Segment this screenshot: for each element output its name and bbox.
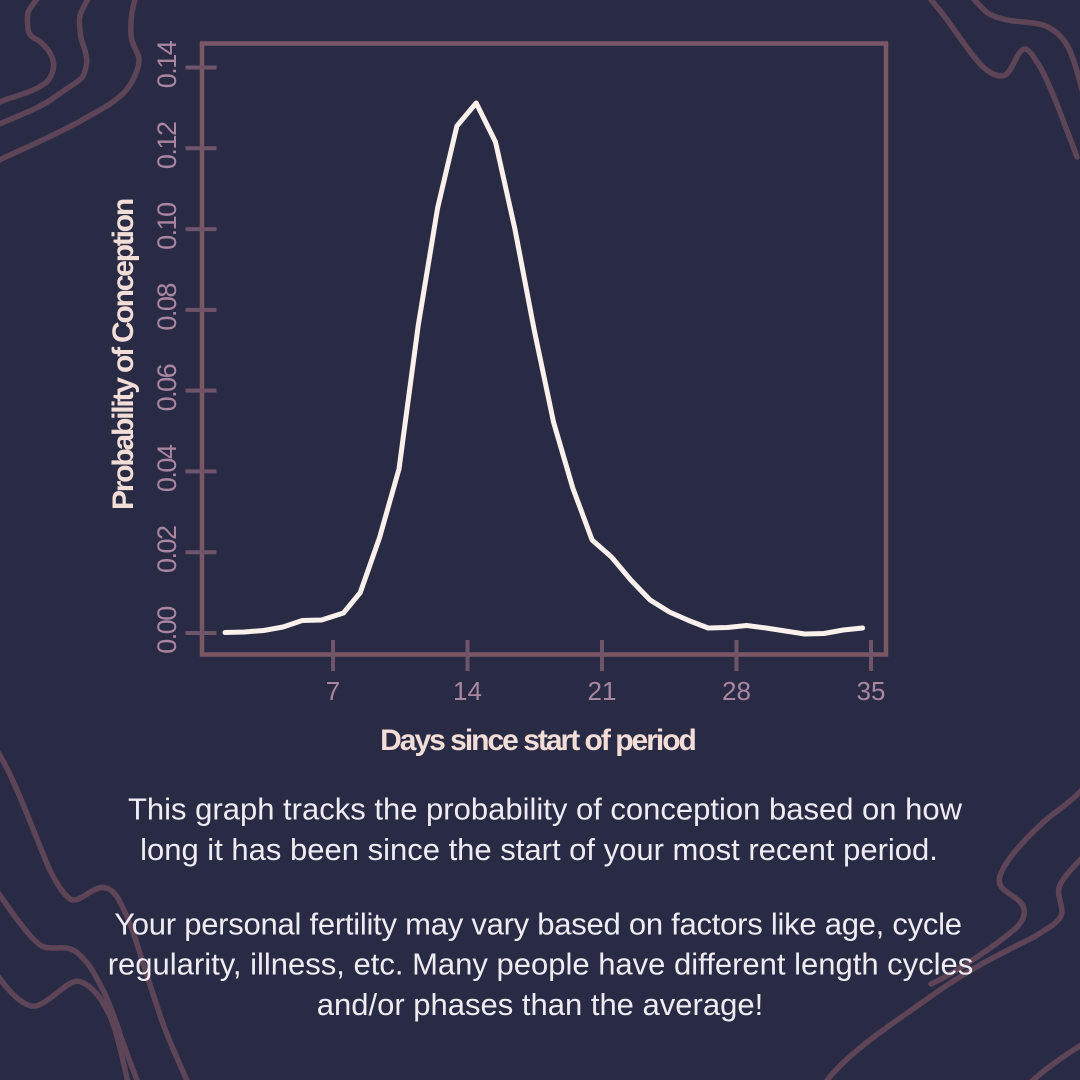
svg-text:0.14: 0.14 — [152, 40, 182, 88]
svg-text:14: 14 — [453, 676, 482, 706]
svg-text:0.00: 0.00 — [152, 607, 182, 654]
svg-text:This graph tracks the probabil: This graph tracks the probability of con… — [128, 792, 963, 827]
svg-text:and/or phases than the average: and/or phases than the average! — [317, 987, 763, 1022]
svg-text:regularity, illness, etc. Many: regularity, illness, etc. Many people ha… — [108, 947, 974, 982]
svg-text:Days since start of period: Days since start of period — [380, 724, 695, 757]
svg-text:Your personal fertility may va: Your personal fertility may vary based o… — [114, 906, 962, 941]
svg-text:0.02: 0.02 — [152, 526, 182, 573]
svg-text:Probability of Conception: Probability of Conception — [107, 199, 140, 510]
svg-text:7: 7 — [326, 676, 340, 706]
svg-text:0.08: 0.08 — [152, 284, 182, 331]
svg-text:long it has been since the sta: long it has been since the start of your… — [140, 832, 938, 867]
svg-text:0.12: 0.12 — [152, 122, 182, 169]
svg-text:28: 28 — [722, 676, 751, 706]
svg-text:0.04: 0.04 — [152, 444, 182, 492]
svg-text:21: 21 — [588, 676, 617, 706]
svg-text:35: 35 — [857, 676, 886, 706]
svg-text:0.06: 0.06 — [152, 364, 182, 411]
svg-text:0.10: 0.10 — [152, 203, 182, 250]
